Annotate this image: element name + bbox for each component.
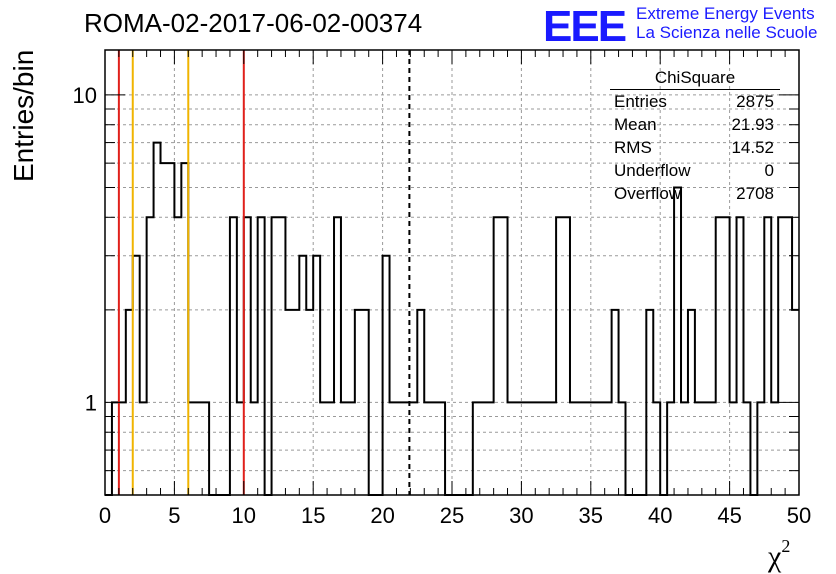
stats-value: 14.52 [731, 138, 774, 157]
stats-row-underflow: Underflow 0 [614, 159, 774, 182]
x-tick-label: 15 [301, 503, 325, 528]
x-tick-label: 45 [717, 503, 741, 528]
x-tick-label: 30 [509, 503, 533, 528]
x-tick-label: 5 [168, 503, 180, 528]
stats-value: 21.93 [731, 115, 774, 134]
logo-line-1: Extreme Energy Events [636, 4, 815, 23]
eee-logo: EEE [543, 2, 627, 51]
y-axis-label: Entries/bin [8, 49, 39, 182]
run-title: ROMA-02-2017-06-02-00374 [84, 8, 423, 38]
x-axis-label-text: χ [768, 540, 782, 573]
x-tick-label: 0 [99, 503, 111, 528]
x-tick-label: 35 [579, 503, 603, 528]
x-tick-label: 20 [370, 503, 394, 528]
stats-row-rms: RMS 14.52 [614, 136, 774, 159]
stats-value: 0 [764, 161, 774, 180]
x-tick-label: 40 [648, 503, 672, 528]
logo-line-2: La Scienza nelle Scuole [636, 23, 818, 42]
stats-row-mean: Mean 21.93 [614, 113, 774, 136]
y-tick-label: 1 [85, 390, 97, 415]
stats-value: 2875 [736, 92, 774, 111]
x-tick-label: 50 [787, 503, 811, 528]
stats-label: Mean [614, 115, 657, 134]
stats-label: Underflow [614, 161, 691, 180]
stats-label: Overflow [614, 184, 682, 203]
stats-row-entries: Entries 2875 [614, 90, 774, 113]
stats-label: RMS [614, 138, 652, 157]
stats-value: 2708 [736, 184, 774, 203]
stats-title: ChiSquare [610, 66, 780, 90]
stats-box: ChiSquare Entries 2875 Mean 21.93 RMS 14… [610, 66, 780, 205]
x-axis-label: χ2 [768, 536, 790, 574]
x-tick-label: 10 [232, 503, 256, 528]
stats-label: Entries [614, 92, 667, 111]
y-tick-label: 10 [73, 83, 97, 108]
x-tick-label: 25 [440, 503, 464, 528]
x-axis-label-superscript: 2 [781, 536, 791, 556]
stats-row-overflow: Overflow 2708 [614, 182, 774, 205]
